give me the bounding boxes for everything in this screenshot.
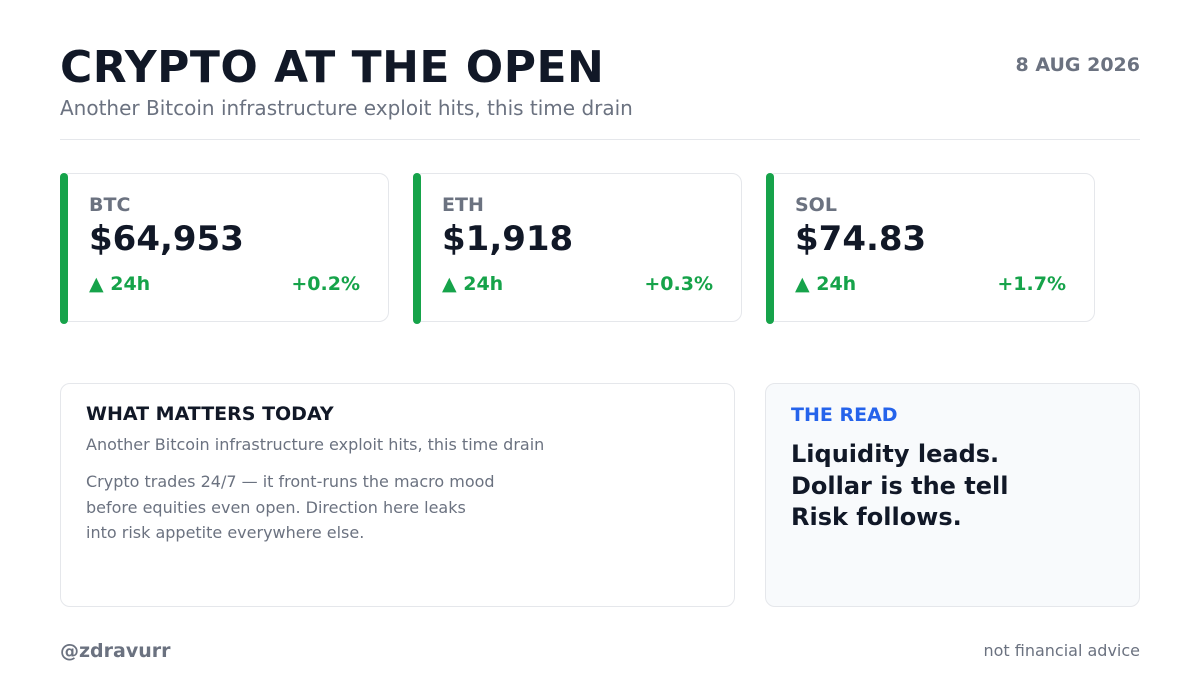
body-line: before equities even open. Direction her… bbox=[86, 497, 466, 517]
ticker-change: +0.3% bbox=[644, 273, 713, 295]
ticker-period: ▲ 24h bbox=[795, 273, 857, 295]
author-handle: @zdravurr bbox=[60, 640, 171, 662]
what-matters-panel: WHAT MATTERS TODAY Another Bitcoin infra… bbox=[60, 383, 735, 607]
read-line: Risk follows. bbox=[791, 503, 962, 531]
ticker-price: $1,918 bbox=[442, 219, 574, 259]
page-subtitle: Another Bitcoin infrastructure exploit h… bbox=[60, 96, 633, 120]
read-line: Dollar is the tell bbox=[791, 471, 1009, 500]
trend-accent-bar bbox=[413, 173, 421, 324]
ticker-card-sol: SOL $74.83 ▲ 24h +1.7% bbox=[766, 173, 1095, 324]
ticker-card-eth: ETH $1,918 ▲ 24h +0.3% bbox=[413, 173, 742, 324]
ticker-symbol: BTC bbox=[89, 194, 131, 216]
ticker-change: +0.2% bbox=[291, 273, 360, 295]
body-line: Crypto trades 24/7 — it front-runs the m… bbox=[86, 472, 495, 491]
what-matters-heading: WHAT MATTERS TODAY bbox=[86, 403, 334, 425]
page-title: CRYPTO AT THE OPEN bbox=[60, 42, 605, 93]
ticker-symbol: ETH bbox=[442, 194, 484, 216]
ticker-symbol: SOL bbox=[795, 194, 837, 216]
what-matters-headline: Another Bitcoin infrastructure exploit h… bbox=[86, 435, 545, 454]
ticker-period: ▲ 24h bbox=[442, 273, 504, 295]
trend-accent-bar bbox=[60, 173, 68, 324]
header-divider bbox=[60, 139, 1140, 140]
read-line: Liquidity leads. bbox=[791, 440, 1000, 468]
body-line: into risk appetite everywhere else. bbox=[86, 523, 365, 542]
ticker-change: +1.7% bbox=[997, 273, 1066, 295]
the-read-lines: Liquidity leads. Dollar is the tell Risk… bbox=[791, 439, 1009, 534]
ticker-card-btc: BTC $64,953 ▲ 24h +0.2% bbox=[60, 173, 389, 324]
date-label: 8 AUG 2026 bbox=[1015, 54, 1140, 76]
ticker-period: ▲ 24h bbox=[89, 273, 151, 295]
what-matters-body: Crypto trades 24/7 — it front-runs the m… bbox=[86, 469, 495, 546]
the-read-panel: THE READ Liquidity leads. Dollar is the … bbox=[765, 383, 1140, 607]
ticker-price: $64,953 bbox=[89, 219, 244, 259]
the-read-heading: THE READ bbox=[791, 404, 898, 426]
disclaimer: not financial advice bbox=[983, 641, 1140, 660]
ticker-price: $74.83 bbox=[795, 219, 927, 259]
trend-accent-bar bbox=[766, 173, 774, 324]
